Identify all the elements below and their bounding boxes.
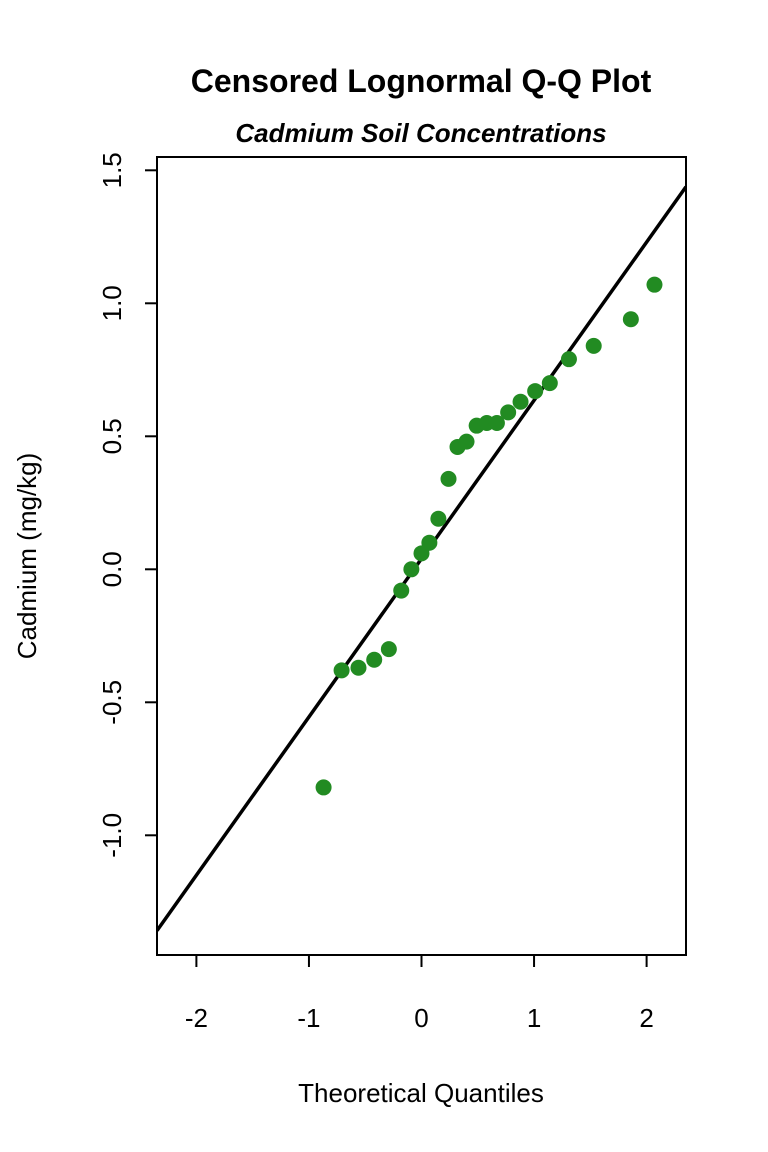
data-point — [560, 351, 577, 368]
data-point — [527, 383, 544, 400]
y-tick-label: -0.5 — [97, 680, 127, 725]
data-point — [622, 311, 639, 328]
y-tick-label: 1.0 — [97, 285, 127, 321]
data-point — [333, 662, 350, 679]
x-tick-label: 1 — [527, 1003, 541, 1033]
data-point — [440, 470, 457, 487]
x-axis-label: Theoretical Quantiles — [298, 1078, 544, 1108]
chart-subtitle: Cadmium Soil Concentrations — [235, 118, 606, 148]
y-tick-label: 1.5 — [97, 152, 127, 188]
x-tick-label: -2 — [185, 1003, 208, 1033]
x-tick-label: 0 — [414, 1003, 428, 1033]
x-axis: -2 -1 0 1 2 — [185, 955, 654, 1033]
x-tick-label: 2 — [639, 1003, 653, 1033]
y-tick-label: 0.5 — [97, 418, 127, 454]
x-tick-label: -1 — [297, 1003, 320, 1033]
y-tick-label: -1.0 — [97, 813, 127, 858]
chart-title: Censored Lognormal Q-Q Plot — [191, 63, 652, 99]
data-point — [350, 659, 367, 676]
data-point — [315, 779, 332, 796]
data-point — [380, 641, 397, 658]
y-tick-label: 0.0 — [97, 551, 127, 587]
data-point — [488, 415, 505, 431]
data-point — [512, 393, 529, 410]
data-point — [585, 337, 602, 354]
y-axis-label: Cadmium (mg/kg) — [12, 453, 42, 660]
data-point — [430, 510, 447, 527]
data-point — [366, 651, 383, 668]
data-point — [421, 534, 438, 551]
data-point — [393, 582, 410, 599]
data-point — [500, 404, 517, 421]
data-point — [541, 375, 558, 392]
data-point — [403, 561, 420, 578]
data-point — [646, 276, 663, 293]
data-point — [458, 433, 475, 450]
y-axis: -1.0 -0.5 0.0 0.5 1.0 1.5 — [97, 152, 157, 858]
